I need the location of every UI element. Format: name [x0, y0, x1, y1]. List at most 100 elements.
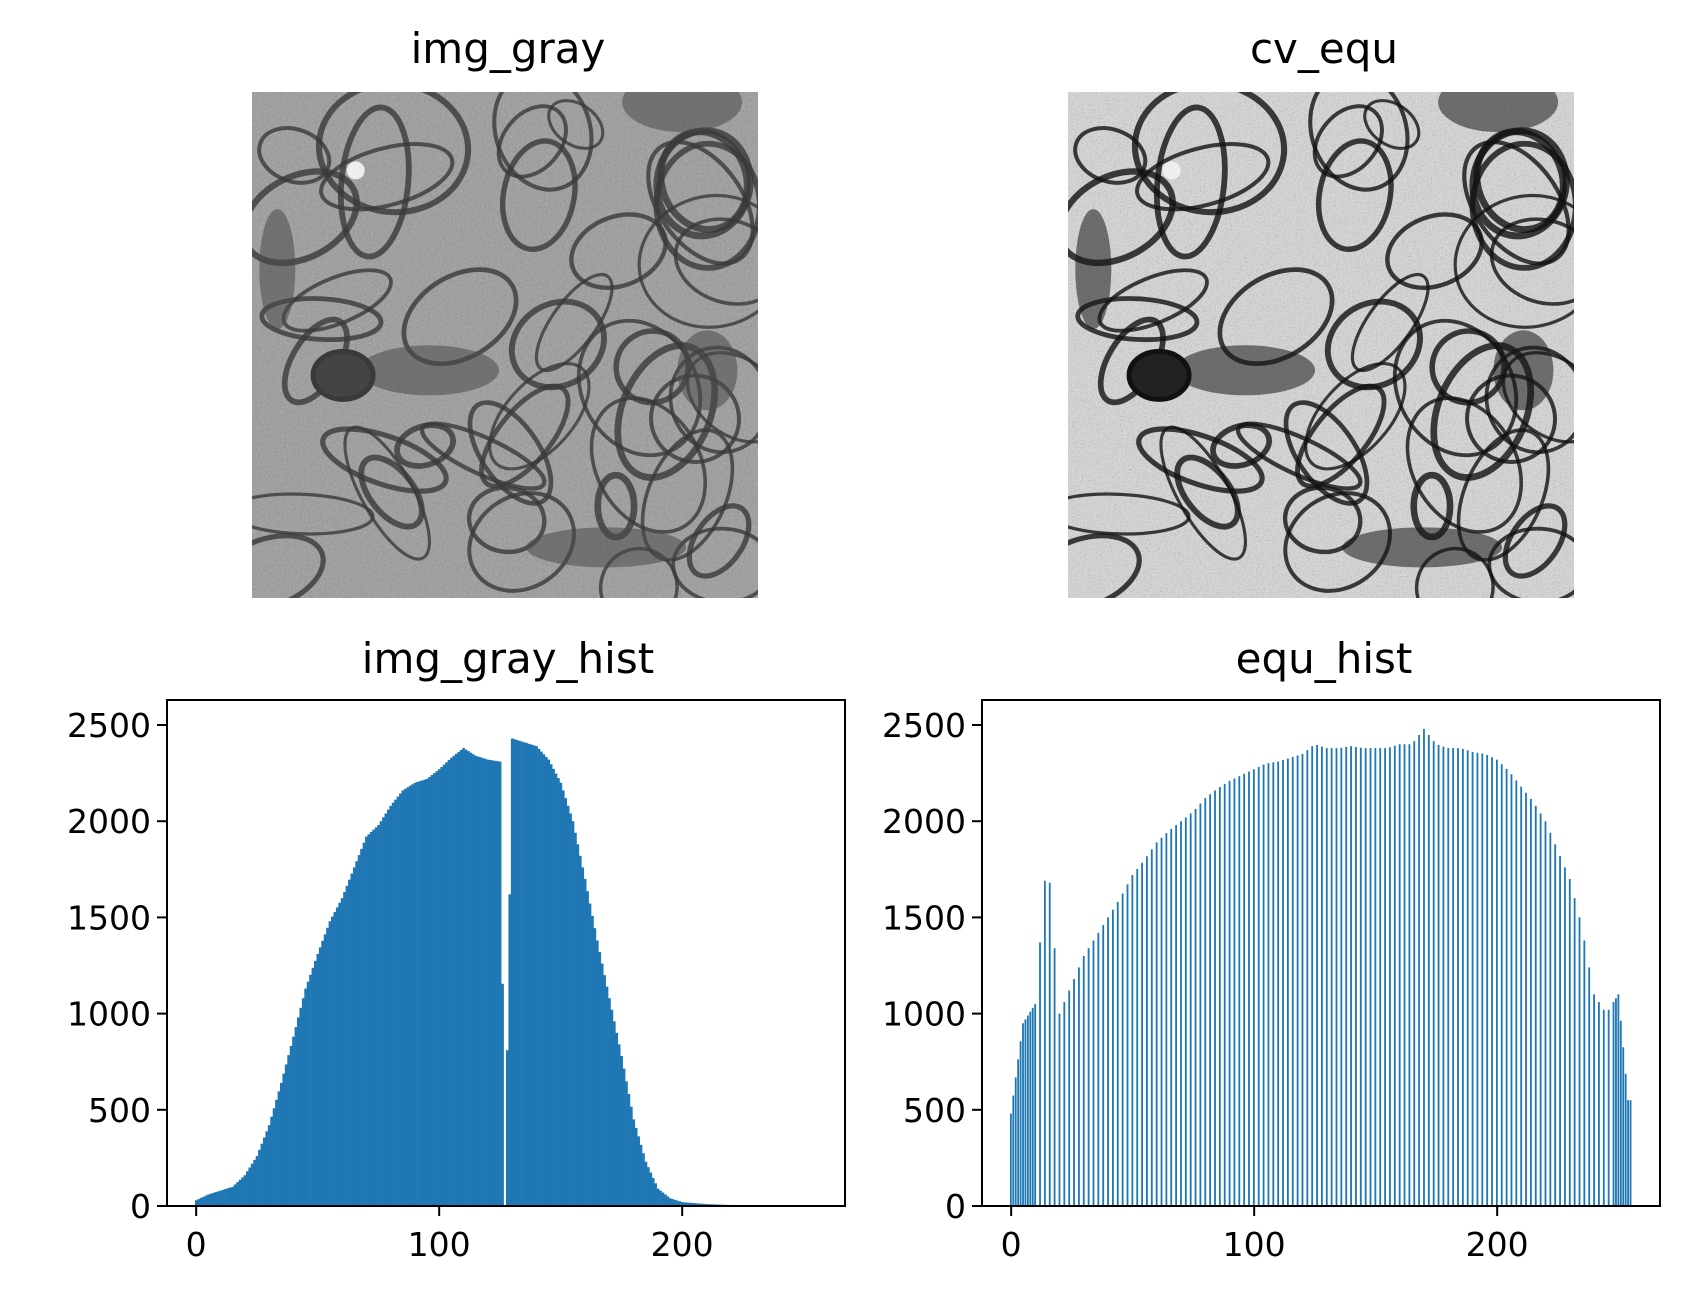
histogram-bar	[1325, 748, 1328, 1206]
histogram-bar	[608, 998, 611, 1206]
histogram-bar	[437, 769, 441, 1206]
histogram-bar	[1316, 745, 1318, 1206]
histogram-bar	[372, 829, 376, 1206]
histogram-bar	[267, 1125, 271, 1206]
histogram-bar	[374, 827, 378, 1206]
histogram-bar	[411, 784, 414, 1206]
histogram-bar	[1491, 757, 1493, 1206]
histogram-bar	[204, 1195, 208, 1206]
histogram-bar	[1525, 792, 1527, 1206]
histogram-bar	[591, 915, 594, 1206]
histogram-bar	[1272, 762, 1275, 1206]
histogram-bar	[1461, 748, 1464, 1206]
histogram-bar	[1534, 805, 1537, 1206]
histogram-bar	[464, 749, 468, 1206]
histogram-bar	[557, 778, 560, 1206]
histogram-bar	[1092, 940, 1095, 1206]
histogram-bar	[501, 983, 504, 1206]
histogram-bar	[676, 1200, 679, 1206]
histogram-bar	[595, 940, 599, 1206]
histogram-bar	[554, 773, 558, 1206]
histogram-bar	[1031, 1007, 1034, 1206]
histogram-bar	[306, 981, 310, 1206]
histogram-bar	[1622, 1047, 1625, 1206]
axes-frame	[981, 699, 1661, 1207]
histogram-bar	[1233, 778, 1236, 1206]
histogram-bar	[428, 776, 431, 1206]
histogram-bar	[1615, 998, 1617, 1206]
histogram-bar	[250, 1163, 254, 1206]
histogram-bar	[301, 998, 305, 1206]
histogram-bar	[1218, 786, 1221, 1206]
histogram-bar	[1629, 1100, 1632, 1206]
histogram-bar	[1350, 746, 1352, 1206]
x-tick-label: 100	[408, 1225, 471, 1264]
histogram-bar	[1549, 832, 1552, 1206]
y-tick-label: 2000	[882, 802, 966, 841]
x-tick-label: 200	[651, 1225, 714, 1264]
histogram-bar	[207, 1194, 210, 1206]
histogram-bar	[1175, 825, 1178, 1206]
histogram-bar	[454, 753, 458, 1206]
histogram-bar	[408, 785, 412, 1206]
histogram-bar	[683, 1202, 687, 1206]
histogram-bar	[513, 739, 517, 1206]
histogram-bar	[457, 751, 461, 1206]
histogram-bar	[1364, 748, 1367, 1206]
histogram-bar	[1471, 751, 1474, 1206]
y-tick-label: 1500	[882, 898, 966, 937]
histogram-bar	[666, 1196, 670, 1206]
histogram-bar	[382, 817, 385, 1206]
histogram-bar	[663, 1194, 667, 1206]
histogram-bar	[661, 1192, 665, 1206]
histogram-bar	[1442, 746, 1445, 1206]
histogram-bar	[1150, 849, 1153, 1206]
histogram-bar	[578, 855, 582, 1206]
histogram-bar	[1262, 764, 1265, 1206]
histogram-bar	[1340, 747, 1343, 1206]
histogram-bar	[629, 1106, 633, 1206]
histogram-bar	[471, 754, 475, 1206]
histogram-bar	[1170, 828, 1173, 1206]
histogram-bar	[459, 750, 463, 1206]
histogram-bar	[1510, 774, 1513, 1206]
histogram-bar	[532, 745, 536, 1206]
histogram-bar	[1155, 842, 1158, 1206]
histogram-bar	[688, 1202, 691, 1206]
histogram-bar	[352, 867, 356, 1206]
histogram-bar	[340, 898, 344, 1206]
histogram-bar	[1282, 760, 1284, 1206]
histogram-bar	[435, 771, 439, 1206]
histogram-bar	[219, 1190, 222, 1206]
histogram-bar	[1423, 728, 1425, 1206]
histogram-bar	[506, 1050, 509, 1206]
histogram-bar	[603, 975, 606, 1206]
histogram-bar	[440, 766, 444, 1206]
histogram-bar	[338, 902, 342, 1206]
histogram-bar	[365, 836, 368, 1206]
histogram-bar	[1204, 798, 1207, 1206]
x-tick-label: 0	[186, 1225, 207, 1264]
histogram-bar	[403, 788, 407, 1206]
histogram-bar	[1612, 1002, 1615, 1206]
histogram-bar	[348, 879, 351, 1206]
histogram-bar	[1355, 746, 1357, 1206]
histogram-bar	[593, 928, 597, 1206]
histogram-bar	[547, 759, 551, 1206]
y-tick-label: 2000	[67, 802, 151, 841]
histogram-bar	[566, 805, 570, 1206]
histogram-bar	[1277, 761, 1280, 1206]
histogram-bar	[258, 1149, 261, 1206]
histogram-bar	[1077, 967, 1080, 1206]
histogram-bar	[1529, 798, 1532, 1206]
histogram-bar	[1374, 748, 1377, 1206]
histogram-bar	[1136, 868, 1139, 1206]
histogram-bar	[476, 756, 480, 1206]
panel-title-img-gray: img_gray	[411, 24, 606, 73]
histogram-bar	[1379, 748, 1382, 1206]
histogram-bar	[1598, 1002, 1600, 1206]
histogram-bar	[1559, 855, 1561, 1206]
histogram-bar	[588, 903, 592, 1206]
y-tick-label: 0	[130, 1187, 151, 1226]
histogram-bar	[280, 1082, 283, 1206]
